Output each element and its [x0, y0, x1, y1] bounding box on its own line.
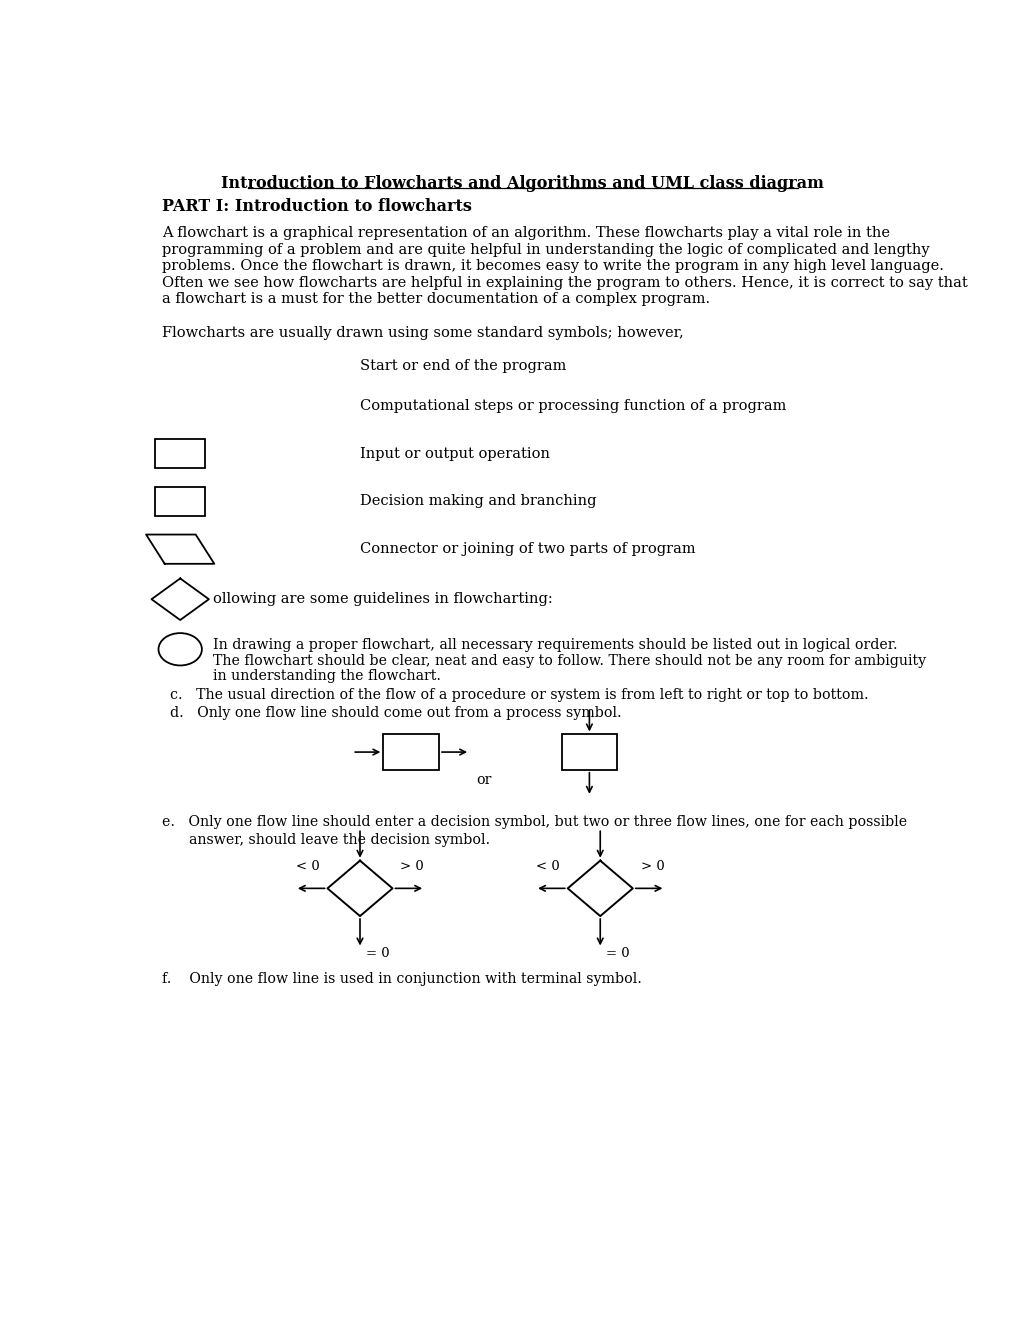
Text: d.   Only one flow line should come out from a process symbol.: d. Only one flow line should come out fr… — [170, 706, 622, 719]
Text: = 0: = 0 — [366, 946, 389, 960]
Text: > 0: > 0 — [399, 861, 424, 874]
Bar — [383, 734, 438, 770]
Bar — [155, 487, 205, 516]
Text: f.    Only one flow line is used in conjunction with terminal symbol.: f. Only one flow line is used in conjunc… — [162, 972, 642, 986]
Text: A flowchart is a graphical representation of an algorithm. These flowcharts play: A flowchart is a graphical representatio… — [162, 226, 890, 240]
Text: Often we see how flowcharts are helpful in explaining the program to others. Hen: Often we see how flowcharts are helpful … — [162, 276, 967, 290]
Text: Start or end of the program: Start or end of the program — [360, 359, 566, 374]
Text: c.   The usual direction of the flow of a procedure or system is from left to ri: c. The usual direction of the flow of a … — [170, 688, 868, 702]
Text: In drawing a proper flowchart, all necessary requirements should be listed out i: In drawing a proper flowchart, all neces… — [213, 638, 897, 652]
Text: answer, should leave the decision symbol.: answer, should leave the decision symbol… — [162, 833, 490, 847]
Text: Connector or joining of two parts of program: Connector or joining of two parts of pro… — [360, 543, 695, 556]
Text: Decision making and branching: Decision making and branching — [360, 495, 596, 508]
Bar — [560, 734, 616, 770]
Text: Flowcharts are usually drawn using some standard symbols; however,: Flowcharts are usually drawn using some … — [162, 326, 684, 339]
Text: e.   Only one flow line should enter a decision symbol, but two or three flow li: e. Only one flow line should enter a dec… — [162, 816, 907, 829]
Text: Computational steps or processing function of a program: Computational steps or processing functi… — [360, 399, 786, 413]
Text: programming of a problem and are quite helpful in understanding the logic of com: programming of a problem and are quite h… — [162, 243, 929, 256]
Text: in understanding the flowchart.: in understanding the flowchart. — [213, 669, 440, 684]
Text: or: or — [476, 772, 491, 787]
Text: Input or output operation: Input or output operation — [360, 446, 549, 461]
Bar — [155, 440, 205, 469]
Text: > 0: > 0 — [640, 861, 663, 874]
Text: ollowing are some guidelines in flowcharting:: ollowing are some guidelines in flowchar… — [213, 593, 552, 606]
Text: PART I: Introduction to flowcharts: PART I: Introduction to flowcharts — [162, 198, 472, 215]
Text: = 0: = 0 — [606, 946, 630, 960]
Text: problems. Once the flowchart is drawn, it becomes easy to write the program in a: problems. Once the flowchart is drawn, i… — [162, 259, 944, 273]
Text: Introduction to Flowcharts and Algorithms and UML class diagram: Introduction to Flowcharts and Algorithm… — [221, 176, 823, 193]
Text: < 0: < 0 — [296, 861, 319, 874]
Text: a flowchart is a must for the better documentation of a complex program.: a flowchart is a must for the better doc… — [162, 293, 710, 306]
Text: The flowchart should be clear, neat and easy to follow. There should not be any : The flowchart should be clear, neat and … — [213, 653, 925, 668]
Text: < 0: < 0 — [536, 861, 559, 874]
